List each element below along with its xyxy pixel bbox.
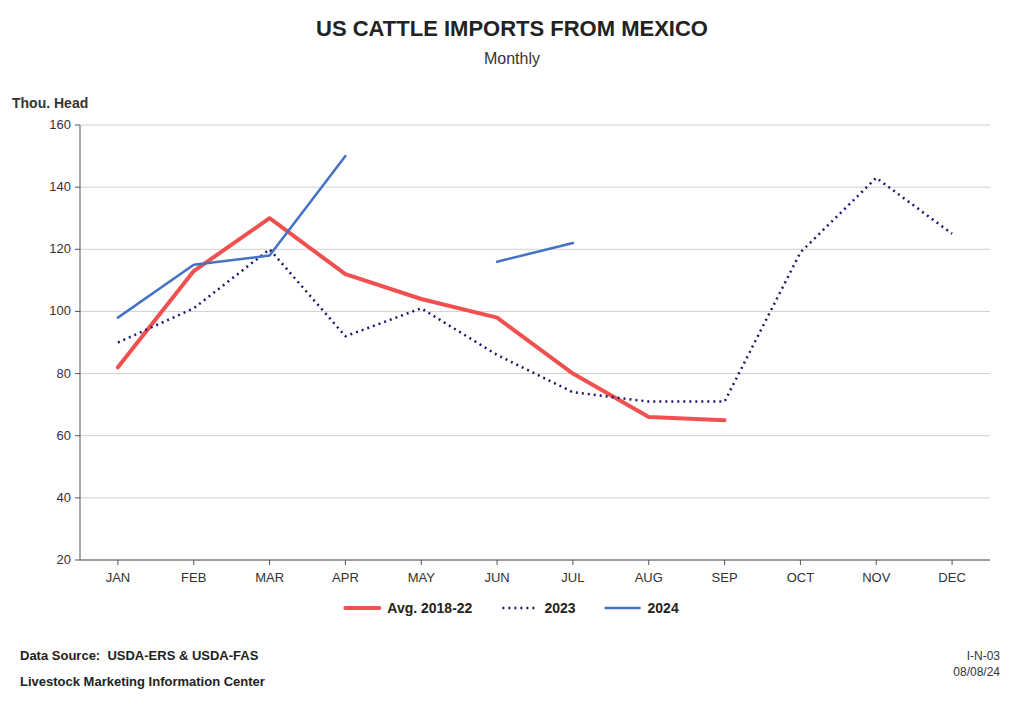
- x-tick: [952, 560, 953, 565]
- legend-item: Avg. 2018-22: [345, 600, 472, 616]
- y-tick: [75, 435, 80, 436]
- x-tick-label: NOV: [862, 570, 891, 585]
- legend: Avg. 2018-22 2023 2024: [345, 600, 679, 616]
- annotations: Data Source: USDA-ERS & USDA-FAS Livestoc…: [20, 648, 1000, 689]
- legend-item: 2023: [502, 600, 575, 616]
- x-tick-label: MAR: [255, 570, 284, 585]
- y-tick: [75, 125, 80, 126]
- x-tick: [269, 560, 270, 565]
- y-tick-label: 80: [57, 366, 71, 381]
- source-note: Livestock Marketing Information Center: [20, 674, 265, 689]
- subtitle: Monthly: [484, 50, 540, 67]
- x-tick: [876, 560, 877, 565]
- x-tick: [117, 560, 118, 565]
- title: US CATTLE IMPORTS FROM MEXICO: [316, 16, 708, 41]
- legend-swatch: [345, 606, 379, 610]
- x-tick-label: OCT: [787, 570, 815, 585]
- legend-label: Avg. 2018-22: [387, 600, 472, 616]
- legend-swatch: [606, 607, 640, 610]
- annotation-line: Livestock Marketing Information Center: [20, 674, 265, 689]
- series-line: [118, 178, 952, 402]
- y-tick-label: 100: [49, 303, 71, 318]
- x-tick: [421, 560, 422, 565]
- x-tick-label: JAN: [106, 570, 131, 585]
- series-line: [118, 156, 573, 318]
- y-tick: [75, 187, 80, 188]
- grid-line: [80, 311, 990, 312]
- x-tick-label: DEC: [938, 570, 965, 585]
- x-tick: [497, 560, 498, 565]
- lines: [118, 156, 952, 420]
- y-tick-label: 160: [49, 117, 71, 132]
- x-tick-label: APR: [332, 570, 359, 585]
- x-tick: [648, 560, 649, 565]
- annotation-line: I-N-03: [967, 649, 1001, 663]
- x-tick: [345, 560, 346, 565]
- x-tick: [193, 560, 194, 565]
- y-tick-label: 140: [49, 179, 71, 194]
- source-note: Data Source: USDA-ERS & USDA-FAS: [20, 648, 259, 663]
- annotation-line: 08/08/24: [953, 665, 1000, 679]
- y-axis-label: Thou. Head: [12, 95, 88, 111]
- x-tick: [572, 560, 573, 565]
- x-tick-label: AUG: [635, 570, 663, 585]
- legend-label: 2023: [544, 600, 575, 616]
- x-tick-label: JUL: [561, 570, 584, 585]
- annotation-line: Data Source: USDA-ERS & USDA-FAS: [20, 648, 259, 663]
- legend-item: 2024: [606, 600, 679, 616]
- grid-line: [80, 497, 990, 498]
- legend-label: 2024: [648, 600, 679, 616]
- y-tick-label: 40: [57, 490, 71, 505]
- x-tick-label: MAY: [408, 570, 436, 585]
- x-tick: [724, 560, 725, 565]
- y-grid: 20 40 60 80 100 120 140 160: [49, 117, 990, 567]
- y-axis-line: [80, 125, 81, 560]
- x-axis-line: [80, 560, 990, 561]
- x-tick-label: JUN: [484, 570, 509, 585]
- y-tick-label: 120: [49, 241, 71, 256]
- x-tick: [800, 560, 801, 565]
- y-tick: [75, 311, 80, 312]
- x-tick-label: SEP: [712, 570, 738, 585]
- y-tick-label: 60: [57, 428, 71, 443]
- x-axis: JAN FEB MAR APR MAY JUN JUL AUG SEP OCT NOV DEC: [106, 560, 966, 585]
- y-tick: [75, 373, 80, 374]
- y-tick-label: 20: [57, 552, 71, 567]
- y-tick: [75, 560, 80, 561]
- legend-swatch: [502, 607, 536, 610]
- grid-line: [80, 435, 990, 436]
- chart: US CATTLE IMPORTS FROM MEXICO Monthly Thou…: [0, 0, 1024, 720]
- series-line: [118, 218, 725, 420]
- grid-line: [80, 249, 990, 250]
- y-tick: [75, 497, 80, 498]
- grid-line: [80, 373, 990, 374]
- grid-line: [80, 187, 990, 188]
- grid-line: [80, 560, 990, 561]
- grid-line: [80, 125, 990, 126]
- reference-note: I-N-03 08/08/24: [953, 649, 1000, 679]
- y-tick: [75, 249, 80, 250]
- x-tick-label: FEB: [181, 570, 206, 585]
